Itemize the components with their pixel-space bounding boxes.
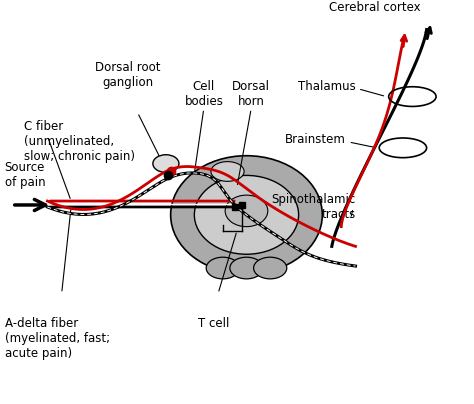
Text: Thalamus: Thalamus	[298, 80, 356, 93]
Text: Dorsal
horn: Dorsal horn	[232, 80, 270, 108]
Ellipse shape	[225, 195, 268, 227]
Text: Cell
bodies: Cell bodies	[184, 80, 223, 108]
Text: Brainstem: Brainstem	[285, 133, 346, 146]
Text: T cell: T cell	[198, 317, 229, 330]
Text: Dorsal root
ganglion: Dorsal root ganglion	[95, 61, 161, 89]
Ellipse shape	[254, 257, 287, 279]
Ellipse shape	[171, 156, 322, 274]
Ellipse shape	[153, 155, 179, 173]
Text: Spinothalamic
tracts: Spinothalamic tracts	[271, 193, 356, 221]
Ellipse shape	[194, 175, 299, 254]
Text: Source
of pain: Source of pain	[5, 162, 46, 189]
Ellipse shape	[211, 162, 244, 181]
Ellipse shape	[230, 257, 263, 279]
Ellipse shape	[206, 257, 239, 279]
Text: C fiber
(unmyelinated,
slow; chronic pain): C fiber (unmyelinated, slow; chronic pai…	[24, 120, 135, 163]
Text: Cerebral cortex: Cerebral cortex	[328, 1, 420, 14]
Text: A-delta fiber
(myelinated, fast;
acute pain): A-delta fiber (myelinated, fast; acute p…	[5, 317, 110, 360]
